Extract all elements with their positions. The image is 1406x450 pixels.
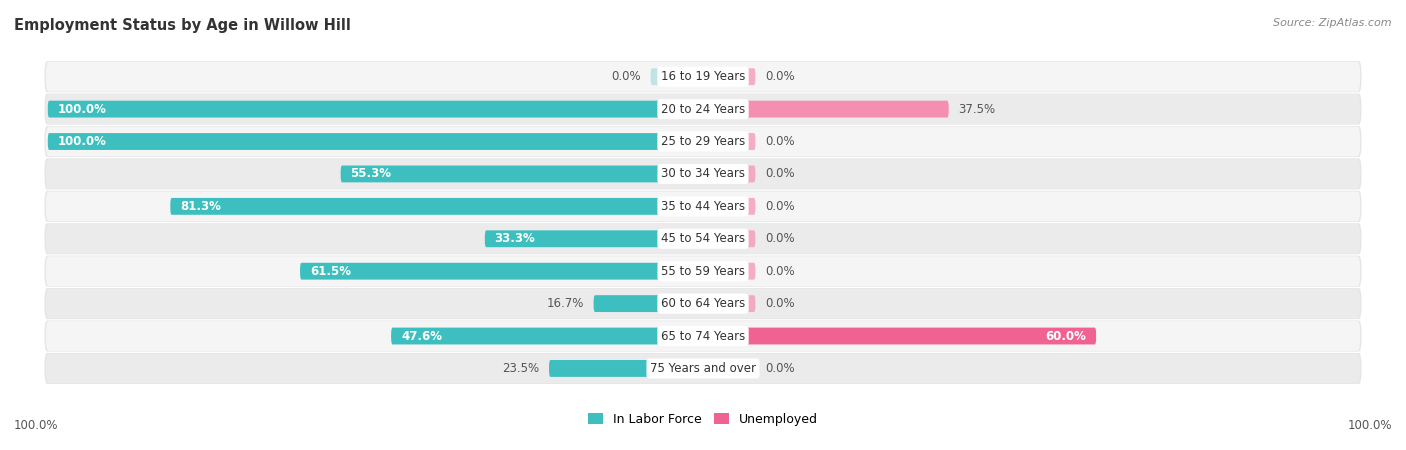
Text: 0.0%: 0.0%: [765, 200, 794, 213]
FancyBboxPatch shape: [45, 223, 1361, 254]
Text: Employment Status by Age in Willow Hill: Employment Status by Age in Willow Hill: [14, 18, 352, 33]
Text: 0.0%: 0.0%: [765, 70, 794, 83]
FancyBboxPatch shape: [45, 94, 1361, 125]
FancyBboxPatch shape: [703, 328, 1097, 344]
FancyBboxPatch shape: [48, 101, 703, 117]
FancyBboxPatch shape: [45, 158, 1361, 189]
Text: 0.0%: 0.0%: [765, 232, 794, 245]
FancyBboxPatch shape: [45, 320, 1361, 351]
FancyBboxPatch shape: [45, 126, 1361, 157]
Text: 100.0%: 100.0%: [58, 135, 107, 148]
FancyBboxPatch shape: [651, 68, 703, 85]
FancyBboxPatch shape: [703, 101, 949, 117]
FancyBboxPatch shape: [703, 68, 755, 85]
FancyBboxPatch shape: [46, 224, 1360, 254]
FancyBboxPatch shape: [48, 133, 703, 150]
Text: 45 to 54 Years: 45 to 54 Years: [661, 232, 745, 245]
Text: 25 to 29 Years: 25 to 29 Years: [661, 135, 745, 148]
FancyBboxPatch shape: [46, 289, 1360, 319]
FancyBboxPatch shape: [703, 133, 755, 150]
FancyBboxPatch shape: [485, 230, 703, 247]
FancyBboxPatch shape: [391, 328, 703, 344]
Text: 16 to 19 Years: 16 to 19 Years: [661, 70, 745, 83]
Text: 55.3%: 55.3%: [350, 167, 391, 180]
Text: 37.5%: 37.5%: [959, 103, 995, 116]
FancyBboxPatch shape: [45, 288, 1361, 319]
Text: 55 to 59 Years: 55 to 59 Years: [661, 265, 745, 278]
FancyBboxPatch shape: [703, 230, 755, 247]
Legend: In Labor Force, Unemployed: In Labor Force, Unemployed: [583, 408, 823, 431]
Text: 0.0%: 0.0%: [765, 135, 794, 148]
FancyBboxPatch shape: [46, 62, 1360, 92]
FancyBboxPatch shape: [45, 353, 1361, 384]
Text: 47.6%: 47.6%: [401, 329, 441, 342]
Text: 60.0%: 60.0%: [1046, 329, 1087, 342]
Text: 0.0%: 0.0%: [765, 265, 794, 278]
FancyBboxPatch shape: [703, 166, 755, 182]
FancyBboxPatch shape: [703, 263, 755, 279]
Text: 16.7%: 16.7%: [547, 297, 583, 310]
FancyBboxPatch shape: [46, 94, 1360, 124]
Text: 61.5%: 61.5%: [309, 265, 352, 278]
Text: 0.0%: 0.0%: [765, 297, 794, 310]
FancyBboxPatch shape: [340, 166, 703, 182]
FancyBboxPatch shape: [45, 256, 1361, 287]
Text: 20 to 24 Years: 20 to 24 Years: [661, 103, 745, 116]
FancyBboxPatch shape: [593, 295, 703, 312]
Text: 60 to 64 Years: 60 to 64 Years: [661, 297, 745, 310]
FancyBboxPatch shape: [46, 256, 1360, 286]
Text: 0.0%: 0.0%: [765, 167, 794, 180]
Text: 0.0%: 0.0%: [612, 70, 641, 83]
FancyBboxPatch shape: [548, 360, 703, 377]
FancyBboxPatch shape: [45, 61, 1361, 92]
Text: 0.0%: 0.0%: [765, 362, 794, 375]
Text: 23.5%: 23.5%: [502, 362, 538, 375]
FancyBboxPatch shape: [299, 263, 703, 279]
FancyBboxPatch shape: [46, 354, 1360, 383]
FancyBboxPatch shape: [703, 295, 755, 312]
FancyBboxPatch shape: [45, 191, 1361, 222]
FancyBboxPatch shape: [46, 321, 1360, 351]
FancyBboxPatch shape: [46, 126, 1360, 157]
FancyBboxPatch shape: [46, 191, 1360, 221]
Text: 35 to 44 Years: 35 to 44 Years: [661, 200, 745, 213]
FancyBboxPatch shape: [703, 198, 755, 215]
Text: 33.3%: 33.3%: [495, 232, 536, 245]
FancyBboxPatch shape: [170, 198, 703, 215]
Text: 65 to 74 Years: 65 to 74 Years: [661, 329, 745, 342]
Text: 81.3%: 81.3%: [180, 200, 221, 213]
Text: 100.0%: 100.0%: [1347, 419, 1392, 432]
Text: Source: ZipAtlas.com: Source: ZipAtlas.com: [1274, 18, 1392, 28]
FancyBboxPatch shape: [703, 360, 755, 377]
Text: 75 Years and over: 75 Years and over: [650, 362, 756, 375]
Text: 100.0%: 100.0%: [14, 419, 59, 432]
FancyBboxPatch shape: [46, 159, 1360, 189]
Text: 30 to 34 Years: 30 to 34 Years: [661, 167, 745, 180]
Text: 100.0%: 100.0%: [58, 103, 107, 116]
